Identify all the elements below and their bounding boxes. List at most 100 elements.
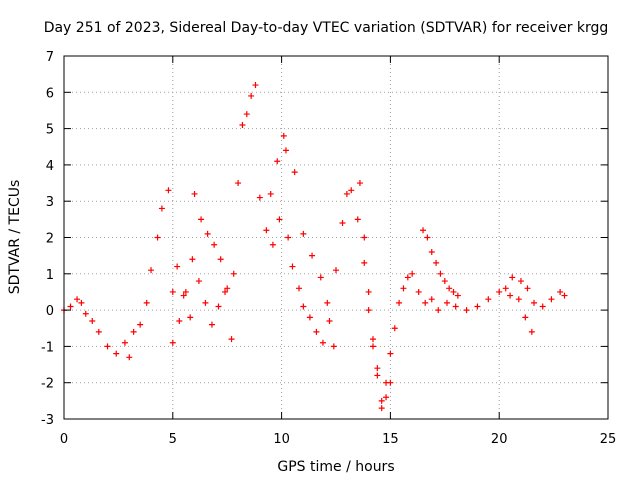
data-point: [428, 249, 435, 256]
data-point: [365, 288, 372, 295]
data-point: [198, 216, 205, 223]
data-point: [433, 259, 440, 266]
data-point: [452, 303, 459, 310]
data-point: [235, 180, 242, 187]
data-point: [182, 288, 189, 295]
y-axis: -3 -2 -1 0 1 2 3 4 5 6 7: [41, 50, 608, 428]
data-point: [67, 303, 74, 310]
data-point: [239, 121, 246, 128]
data-point: [528, 328, 535, 335]
data-point: [446, 285, 453, 292]
data-point: [104, 343, 111, 350]
data-point: [374, 365, 381, 372]
data-point: [137, 321, 144, 328]
data-point: [187, 314, 194, 321]
data-point: [291, 169, 298, 176]
data-point: [285, 234, 292, 241]
data-point: [276, 216, 283, 223]
data-point: [387, 350, 394, 357]
data-point: [309, 252, 316, 259]
data-point: [78, 299, 85, 306]
data-point: [354, 216, 361, 223]
x-tick-label: 10: [273, 432, 290, 447]
data-point: [269, 241, 276, 248]
y-tick-label: -3: [41, 413, 54, 428]
x-axis: 0 5 10 15 20 25: [60, 56, 616, 447]
data-point: [435, 307, 442, 314]
data-point: [424, 234, 431, 241]
data-point: [548, 296, 555, 303]
data-point: [365, 307, 372, 314]
data-point: [217, 256, 224, 263]
data-series: [169, 256, 235, 346]
data-point: [158, 205, 165, 212]
data-point: [165, 187, 172, 194]
data-point: [437, 270, 444, 277]
x-tick-label: 5: [169, 432, 177, 447]
data-point: [256, 194, 263, 201]
data-point: [463, 307, 470, 314]
data-point: [313, 328, 320, 335]
data-point: [267, 190, 274, 197]
data-point: [496, 288, 503, 295]
y-tick-label: 2: [46, 232, 54, 247]
data-point: [507, 292, 514, 299]
data-point: [531, 299, 538, 306]
data-point: [306, 314, 313, 321]
y-tick-label: 3: [46, 195, 54, 210]
data-point: [319, 339, 326, 346]
y-tick-label: -2: [41, 377, 54, 392]
x-tick-label: 0: [60, 432, 68, 447]
data-point: [539, 303, 546, 310]
data-series: [61, 82, 568, 404]
data-point: [361, 234, 368, 241]
data-point: [400, 285, 407, 292]
data-point: [121, 339, 128, 346]
data-point: [356, 180, 363, 187]
data-point: [222, 288, 229, 295]
chart-title: Day 251 of 2023, Sidereal Day-to-day VTE…: [44, 20, 609, 36]
data-point: [180, 292, 187, 299]
data-point: [189, 256, 196, 263]
data-series: [420, 227, 461, 299]
data-point: [383, 394, 390, 401]
y-tick-label: 4: [46, 159, 54, 174]
data-point: [191, 190, 198, 197]
data-point: [143, 299, 150, 306]
data-point: [515, 296, 522, 303]
data-point: [409, 270, 416, 277]
data-series: [356, 180, 394, 412]
y-tick-label: 0: [46, 304, 54, 319]
data-point: [130, 328, 137, 335]
data-point: [154, 234, 161, 241]
data-point: [387, 379, 394, 386]
data-point: [300, 303, 307, 310]
data-point: [343, 190, 350, 197]
data-point: [204, 230, 211, 237]
data-point: [89, 317, 96, 324]
data-point: [296, 285, 303, 292]
data-point: [369, 336, 376, 343]
data-point: [113, 350, 120, 357]
data-point: [396, 299, 403, 306]
data-layer: [61, 82, 568, 412]
data-point: [522, 314, 529, 321]
data-point: [339, 219, 346, 226]
data-point: [369, 343, 376, 350]
data-point: [474, 303, 481, 310]
data-point: [361, 259, 368, 266]
data-point: [195, 278, 202, 285]
data-point: [378, 397, 385, 404]
data-point: [95, 328, 102, 335]
data-point: [415, 288, 422, 295]
data-point: [326, 317, 333, 324]
data-point: [391, 325, 398, 332]
data-point: [202, 299, 209, 306]
data-point: [317, 274, 324, 281]
data-point: [74, 296, 81, 303]
data-point: [169, 339, 176, 346]
x-axis-label: GPS time / hours: [277, 459, 394, 475]
data-point: [454, 292, 461, 299]
data-point: [300, 230, 307, 237]
data-point: [211, 241, 218, 248]
